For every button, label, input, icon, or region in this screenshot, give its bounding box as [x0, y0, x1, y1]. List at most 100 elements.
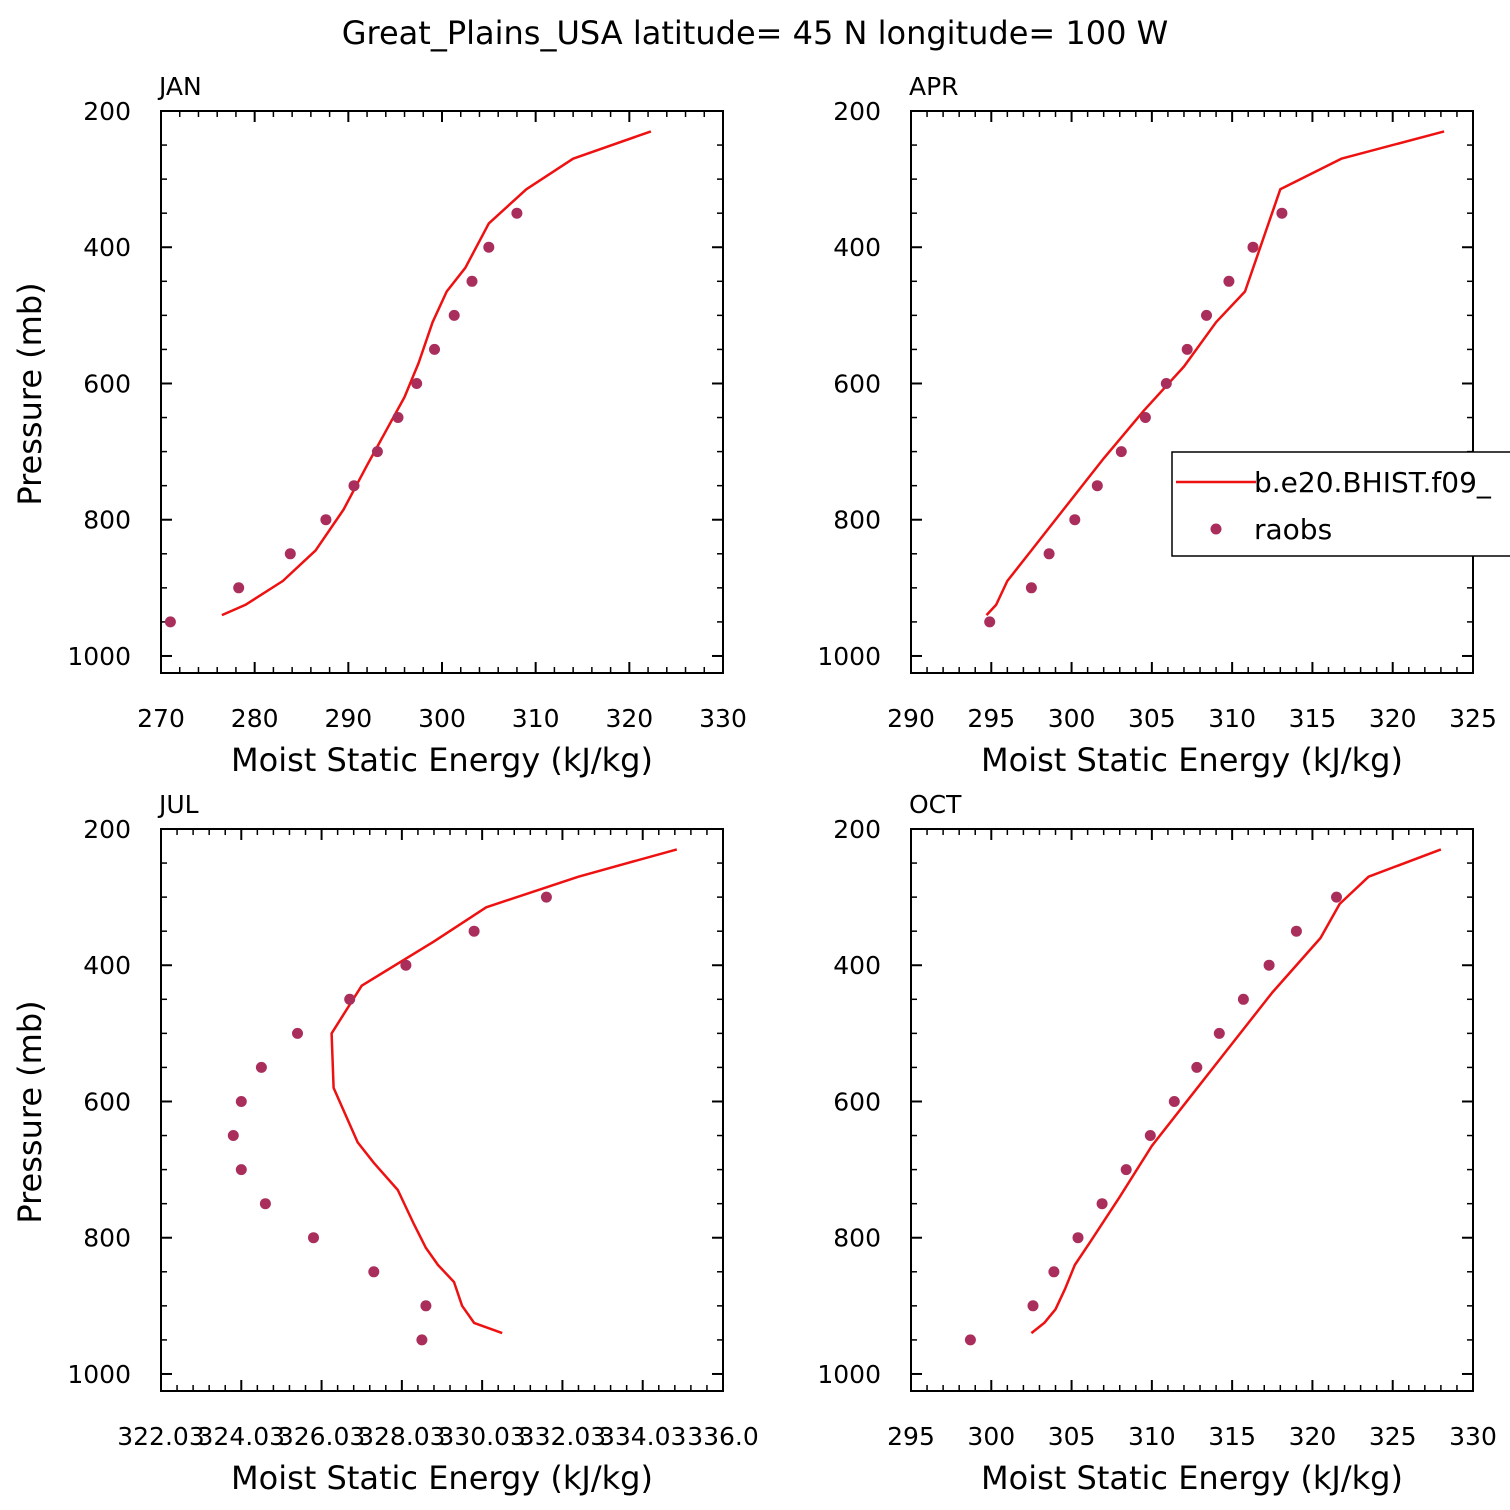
- raobs-point: [1027, 1300, 1039, 1312]
- raobs-point: [1120, 1164, 1132, 1176]
- panel-title: JUL: [157, 790, 199, 819]
- raobs-point: [483, 241, 495, 253]
- x-tick-label: 290: [324, 704, 372, 733]
- x-tick-label: 330.03: [438, 1422, 525, 1451]
- plot-frame: [910, 828, 1474, 1392]
- panel-jul: 322.03324.03326.03328.03330.03332.03334.…: [11, 790, 759, 1497]
- x-tick-label: 324.03: [198, 1422, 285, 1451]
- legend: b.e20.BHIST.f09_ raobs: [1171, 451, 1510, 557]
- x-tick-label: 320: [1369, 704, 1417, 733]
- raobs-point: [348, 480, 360, 492]
- raobs-point: [1139, 412, 1151, 423]
- raobs-point: [1213, 1027, 1225, 1039]
- raobs-point: [1072, 1232, 1084, 1244]
- raobs-point: [964, 1334, 976, 1346]
- raobs-point: [292, 1027, 303, 1039]
- x-tick-label: 330: [1449, 1422, 1497, 1451]
- y-tick-label: 800: [833, 1224, 881, 1253]
- x-tick-label: 328.03: [358, 1422, 445, 1451]
- y-tick-label: 400: [833, 233, 881, 262]
- raobs-point: [164, 616, 176, 628]
- raobs-point: [1168, 1096, 1180, 1107]
- model-profile-line: [221, 130, 652, 617]
- x-tick-label: 326.03: [278, 1422, 365, 1451]
- raobs-point: [1160, 378, 1172, 389]
- raobs-point: [1025, 582, 1037, 594]
- x-tick-label: 334.03: [599, 1422, 686, 1451]
- legend-obs-label: raobs: [1254, 513, 1332, 546]
- y-tick-label: 400: [83, 233, 131, 262]
- raobs-point: [466, 275, 478, 287]
- x-tick-label: 310: [1208, 704, 1256, 733]
- x-tick-label: 300: [967, 1422, 1015, 1451]
- legend-obs-swatch: [1210, 523, 1222, 535]
- raobs-point: [1096, 1198, 1108, 1210]
- y-tick-label: 800: [83, 506, 131, 535]
- raobs-point: [416, 1334, 428, 1346]
- x-tick-label: 325: [1449, 704, 1497, 733]
- y-tick-label: 1000: [67, 642, 131, 671]
- raobs-point: [429, 343, 440, 355]
- raobs-point: [1069, 514, 1081, 526]
- legend-box: [1171, 451, 1510, 557]
- raobs-point: [235, 1096, 247, 1107]
- panels: 270 280 290 300 310 320 330 200 400 600 800 1000 JAN…: [11, 72, 1497, 1497]
- plot-frame: [160, 110, 724, 674]
- raobs-point: [392, 412, 404, 423]
- raobs-point: [259, 1198, 271, 1210]
- raobs-point: [511, 207, 523, 219]
- raobs-point: [1237, 993, 1249, 1005]
- x-tick-label: 295: [887, 1422, 935, 1451]
- raobs-point: [1263, 959, 1275, 971]
- raobs-point: [1144, 1130, 1156, 1141]
- raobs-point: [1290, 925, 1302, 937]
- plot-frame: [910, 110, 1474, 674]
- y-tick-label: 200: [833, 815, 881, 844]
- y-tick-label: 600: [83, 1087, 131, 1116]
- x-tick-label: 325: [1369, 1422, 1417, 1451]
- raobs-point: [284, 548, 296, 560]
- x-axis-label: Moist Static Energy (kJ/kg): [981, 741, 1403, 779]
- panel-title: JAN: [157, 72, 202, 101]
- y-axis-label: Pressure (mb): [11, 1000, 49, 1223]
- y-axis-label: Pressure (mb): [11, 282, 49, 505]
- raobs-point: [1223, 275, 1235, 287]
- raobs-point: [344, 993, 356, 1005]
- model-profile-line: [330, 848, 678, 1335]
- y-tick-label: 200: [83, 815, 131, 844]
- x-tick-label: 330: [699, 704, 747, 733]
- x-tick-label: 280: [231, 704, 279, 733]
- raobs-point: [1201, 309, 1212, 321]
- x-axis-label: Moist Static Energy (kJ/kg): [231, 741, 653, 779]
- raobs-point: [1276, 207, 1288, 219]
- raobs-point: [255, 1061, 267, 1073]
- x-tick-label: 300: [1048, 704, 1096, 733]
- raobs-point: [540, 891, 552, 903]
- panel-title: APR: [909, 72, 959, 101]
- y-tick-label: 1000: [817, 642, 881, 671]
- raobs-point: [308, 1232, 319, 1244]
- panel-jan: 270 280 290 300 310 320 330 200 400 600 800 1000 JAN…: [11, 72, 747, 779]
- legend-model-label: b.e20.BHIST.f09_: [1254, 466, 1492, 499]
- raobs-point: [984, 616, 996, 628]
- raobs-point: [1247, 241, 1259, 253]
- panel-apr: 290 295 300 305 310 315 320 325 200 400 600 800 1000…: [817, 72, 1496, 779]
- raobs-point: [371, 446, 383, 458]
- y-tick-label: 600: [833, 369, 881, 398]
- x-tick-label: 305: [1128, 704, 1176, 733]
- raobs-point: [468, 925, 480, 937]
- y-tick-label: 1000: [817, 1360, 881, 1389]
- x-axis-label: Moist Static Energy (kJ/kg): [981, 1459, 1403, 1497]
- raobs-point: [1091, 480, 1103, 492]
- raobs-point: [1048, 1266, 1060, 1278]
- y-tick-label: 800: [83, 1224, 131, 1253]
- raobs-point: [1331, 891, 1342, 903]
- y-tick-label: 1000: [67, 1360, 131, 1389]
- raobs-point: [411, 378, 423, 389]
- raobs-point: [227, 1130, 239, 1141]
- raobs-point: [235, 1164, 247, 1176]
- x-tick-label: 295: [967, 704, 1015, 733]
- x-tick-label: 270: [137, 704, 185, 733]
- raobs-point: [1043, 548, 1055, 560]
